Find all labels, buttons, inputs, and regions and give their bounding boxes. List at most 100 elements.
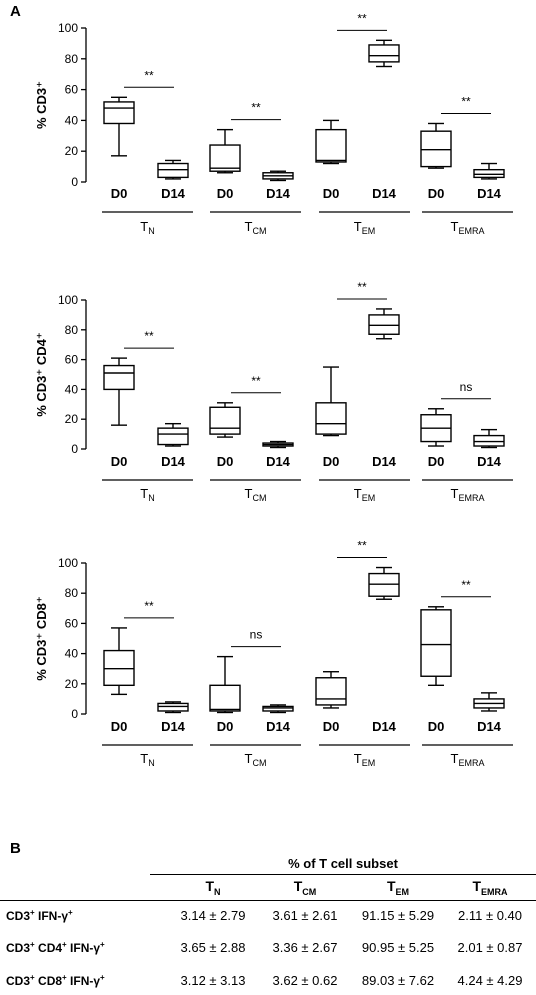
table-header-rule: [0, 900, 536, 901]
table-column-header: TN: [205, 878, 221, 897]
y-tick-label: 100: [58, 293, 78, 307]
x-category-label: D14: [266, 454, 291, 469]
significance-label: **: [144, 329, 154, 343]
table-row-label: CD3+ CD8+ IFN-γ+: [6, 973, 105, 988]
table-cell: 89.03 ± 7.62: [361, 973, 435, 988]
x-category-label: D14: [372, 454, 397, 469]
box-iqr: [368, 44, 400, 63]
x-category-label: D0: [111, 186, 128, 201]
box-d0-3: [315, 671, 347, 709]
table-title: % of T cell subset: [288, 856, 398, 871]
box-iqr: [315, 677, 347, 706]
group-label: TEM: [354, 486, 375, 503]
significance-label: **: [144, 68, 154, 82]
box-iqr: [368, 572, 400, 597]
box-d0-1: [103, 627, 135, 696]
group-label: TCM: [245, 219, 267, 236]
box-iqr: [473, 168, 505, 179]
x-category-label: D14: [372, 186, 397, 201]
y-tick-label: 20: [65, 412, 79, 426]
group-label: TN: [140, 751, 154, 768]
box-d14-2: [262, 170, 294, 182]
box-iqr: [315, 128, 347, 163]
table-cell: 3.65 ± 2.88: [180, 940, 246, 955]
group-label: TCM: [245, 751, 267, 768]
y-tick-label: 0: [71, 707, 78, 721]
table-cell: 3.61 ± 2.61: [272, 908, 338, 923]
y-tick-label: 40: [65, 113, 79, 127]
box-d0-3: [315, 366, 347, 437]
table-column-header: TEMRA: [472, 878, 508, 897]
table-column-header: TEM: [386, 878, 410, 897]
box-d14-1: [157, 422, 189, 447]
table-cell: 2.01 ± 0.87: [457, 940, 523, 955]
y-tick-label: 60: [65, 353, 79, 367]
y-tick-label: 80: [65, 52, 79, 66]
table-cell: 4.24 ± 4.29: [457, 973, 523, 988]
box-iqr: [420, 609, 452, 677]
box-d14-3: [368, 39, 400, 68]
boxplot-panel-3: 0 20 40 60 80 100 % CD3⁺ CD8⁺ D0 D14 D0 D14 D0 D14 D0…: [34, 539, 513, 768]
y-tick-label: 60: [65, 83, 79, 97]
y-axis-label: % CD3⁺ CD8⁺: [34, 596, 49, 681]
x-category-label: D14: [266, 186, 291, 201]
table-cell: 3.14 ± 2.79: [180, 908, 246, 923]
x-category-label: D14: [477, 454, 502, 469]
box-d14-1: [157, 701, 189, 714]
y-tick-label: 100: [58, 21, 78, 35]
x-category-label: D14: [161, 454, 186, 469]
group-label: TN: [140, 486, 154, 503]
group-label: TEMRA: [451, 486, 485, 503]
box-d0-3: [315, 119, 347, 165]
box-d0-4: [420, 606, 452, 687]
box-iqr: [157, 702, 189, 712]
x-category-label: D14: [161, 719, 186, 734]
box-iqr: [157, 162, 189, 179]
table-row: CD3+ CD4+ IFN-γ+ 3.65 ± 2.88 3.36 ± 2.67 90…: [0, 938, 536, 958]
table-row: CD3+ IFN-γ+ 3.14 ± 2.79 3.61 ± 2.61 91.15 ±…: [0, 906, 536, 926]
box-d0-4: [420, 122, 452, 169]
table-row-label: CD3+ IFN-γ+: [6, 908, 73, 923]
table-row: CD3+ CD8+ IFN-γ+ 3.12 ± 3.13 3.62 ± 0.62 89…: [0, 971, 536, 991]
box-iqr: [368, 314, 400, 335]
box-d0-2: [209, 655, 241, 714]
significance-label: ns: [460, 380, 473, 394]
x-category-label: D0: [111, 719, 128, 734]
box-d14-1: [157, 159, 189, 180]
group-label: TEM: [354, 219, 375, 236]
box-iqr: [420, 130, 452, 168]
box-iqr: [103, 649, 135, 687]
box-iqr: [262, 705, 294, 712]
box-iqr: [315, 402, 347, 435]
y-tick-label: 100: [58, 556, 78, 570]
y-tick-label: 20: [65, 677, 79, 691]
y-axis-label: % CD3⁺ CD4⁺: [34, 332, 49, 417]
x-category-label: D14: [161, 186, 186, 201]
box-iqr: [209, 144, 241, 172]
x-category-label: D0: [323, 454, 340, 469]
box-iqr: [209, 684, 241, 712]
table-column-header: TCM: [293, 878, 317, 897]
significance-label: **: [461, 94, 471, 108]
box-d0-1: [103, 357, 135, 426]
box-d0-1: [103, 96, 135, 157]
y-axis-label: % CD3⁺: [34, 81, 49, 129]
group-label: TEM: [354, 751, 375, 768]
significance-label: ns: [250, 628, 263, 642]
box-d14-3: [368, 566, 400, 600]
group-label: TCM: [245, 486, 267, 503]
y-tick-label: 20: [65, 144, 79, 158]
box-iqr: [103, 101, 135, 125]
table-cell: 3.12 ± 3.13: [180, 973, 246, 988]
box-d0-4: [420, 408, 452, 447]
box-d0-2: [209, 402, 241, 438]
significance-label: **: [461, 578, 471, 592]
y-tick-label: 40: [65, 382, 79, 396]
panel-a-letter: A: [10, 3, 21, 20]
x-category-label: D0: [217, 186, 234, 201]
group-label: TN: [140, 219, 154, 236]
x-category-label: D0: [323, 186, 340, 201]
x-category-label: D0: [217, 719, 234, 734]
table-cell: 91.15 ± 5.29: [361, 908, 435, 923]
table-cell: 2.11 ± 0.40: [458, 908, 522, 923]
